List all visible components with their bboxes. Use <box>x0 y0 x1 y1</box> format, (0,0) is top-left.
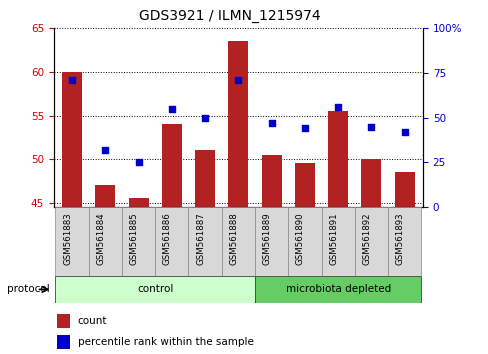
Text: GSM561893: GSM561893 <box>395 213 404 265</box>
Bar <box>88 207 122 276</box>
Text: protocol: protocol <box>7 284 50 295</box>
Point <box>267 120 275 126</box>
Text: percentile rank within the sample: percentile rank within the sample <box>78 337 253 347</box>
Bar <box>327 111 347 207</box>
Bar <box>55 207 88 276</box>
Bar <box>188 207 221 276</box>
Point <box>234 77 242 83</box>
Bar <box>255 276 421 303</box>
Text: count: count <box>78 316 107 326</box>
Bar <box>55 276 255 303</box>
Bar <box>62 72 82 207</box>
Point <box>400 129 408 135</box>
Point <box>134 160 142 165</box>
Bar <box>122 207 155 276</box>
Bar <box>321 207 354 276</box>
Bar <box>162 124 182 207</box>
Bar <box>354 207 387 276</box>
Point <box>68 77 76 83</box>
Text: control: control <box>137 284 173 295</box>
Bar <box>294 164 314 207</box>
Bar <box>195 150 215 207</box>
Bar <box>288 207 321 276</box>
Bar <box>95 185 115 207</box>
Text: microbiota depleted: microbiota depleted <box>285 284 390 295</box>
Text: GSM561888: GSM561888 <box>229 213 238 266</box>
Bar <box>155 207 188 276</box>
Text: GSM561883: GSM561883 <box>63 213 72 266</box>
Bar <box>128 198 148 207</box>
Text: GSM561890: GSM561890 <box>295 213 305 265</box>
Text: GSM561885: GSM561885 <box>129 213 138 266</box>
Bar <box>58 335 70 349</box>
Bar <box>228 41 248 207</box>
Text: GSM561889: GSM561889 <box>262 213 271 265</box>
Text: GSM561892: GSM561892 <box>362 213 371 265</box>
Point <box>167 106 175 112</box>
Bar <box>255 207 288 276</box>
Text: GSM561887: GSM561887 <box>196 213 204 266</box>
Point <box>301 126 308 131</box>
Text: GSM561886: GSM561886 <box>163 213 171 266</box>
Point <box>201 115 208 121</box>
Bar <box>58 314 70 327</box>
Bar <box>221 207 255 276</box>
Point <box>334 104 342 110</box>
Text: GSM561891: GSM561891 <box>328 213 338 265</box>
Bar <box>394 172 414 207</box>
Point <box>101 147 109 153</box>
Bar <box>387 207 421 276</box>
Bar <box>261 155 281 207</box>
Bar <box>361 159 381 207</box>
Text: GDS3921 / ILMN_1215974: GDS3921 / ILMN_1215974 <box>139 9 320 23</box>
Text: GSM561884: GSM561884 <box>96 213 105 266</box>
Point <box>367 124 375 130</box>
